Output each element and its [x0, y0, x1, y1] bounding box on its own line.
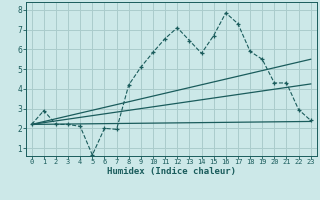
- X-axis label: Humidex (Indice chaleur): Humidex (Indice chaleur): [107, 167, 236, 176]
